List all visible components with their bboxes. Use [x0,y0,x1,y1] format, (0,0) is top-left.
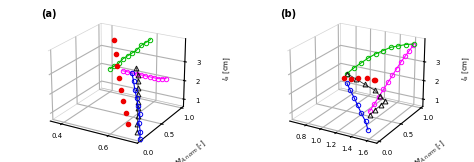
X-axis label: $X_c$ [-]: $X_c$ [-] [64,161,86,162]
Y-axis label: $M_{A,norm}$ [-]: $M_{A,norm}$ [-] [412,138,447,162]
Text: (a): (a) [41,10,56,19]
Text: (b): (b) [280,10,296,19]
X-axis label: $w$ [cm]: $w$ [cm] [301,160,328,162]
Y-axis label: $M_{A,norm}$ [-]: $M_{A,norm}$ [-] [173,138,208,162]
